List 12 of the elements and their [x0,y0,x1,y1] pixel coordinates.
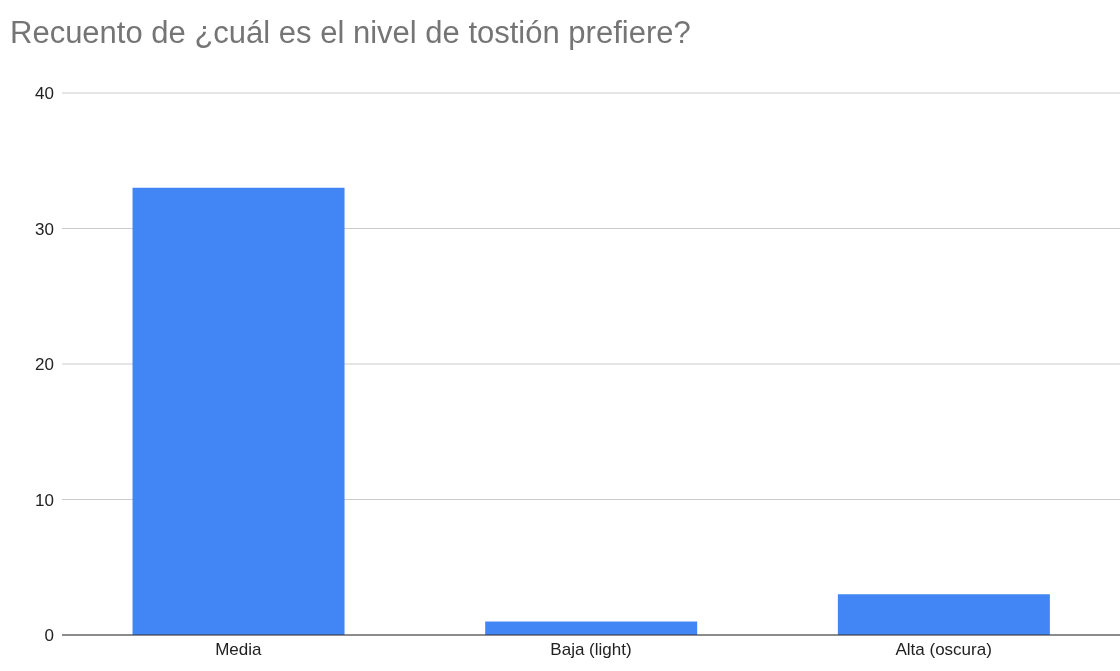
y-tick-label: 20 [35,355,54,375]
chart-title: Recuento de ¿cuál es el nivel de tostión prefiere? [9,14,692,52]
bar [132,187,345,635]
y-tick-label: 0 [44,626,54,646]
x-tick-label: Media [215,640,263,660]
x-tick-label: Alta (oscura) [895,640,992,660]
bar [485,621,698,635]
x-tick-label: Baja (light) [550,640,632,660]
bar [837,594,1050,635]
y-tick-label: 30 [35,219,54,239]
y-tick-label: 40 [35,84,54,104]
y-tick-label: 10 [35,490,54,510]
